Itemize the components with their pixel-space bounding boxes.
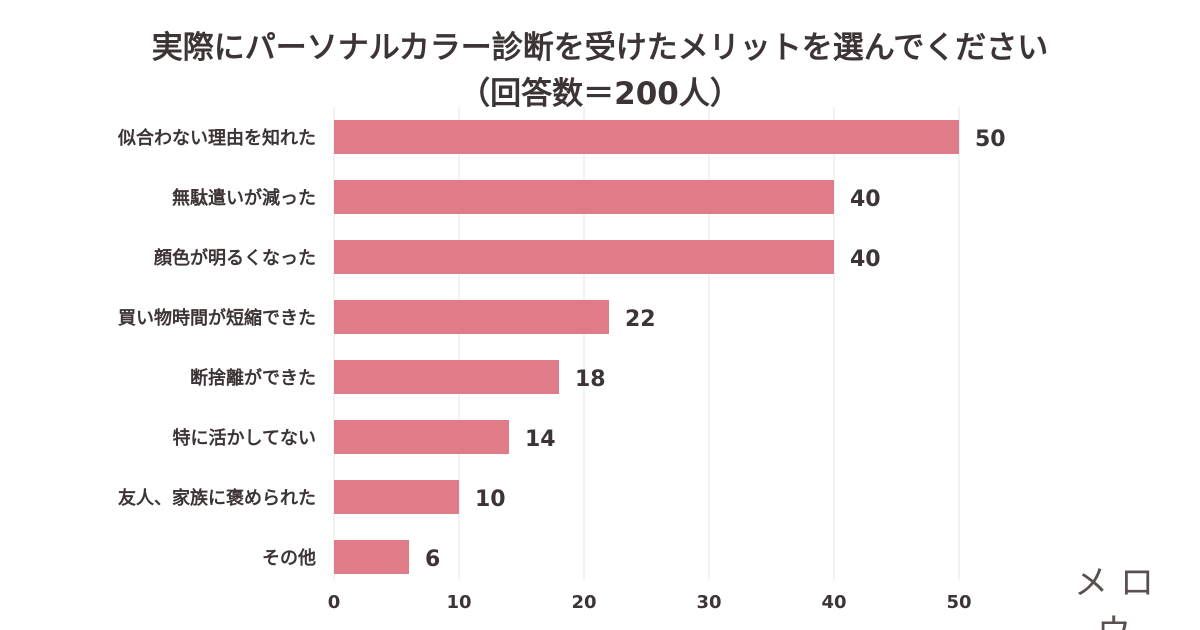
category-label: 顔色が明るくなった [153,247,316,269]
mellow-logo: メロウ mellow [1074,563,1166,630]
x-tick-label: 10 [446,592,471,613]
category-label: 友人、家族に褒められた [118,487,316,509]
bar [334,180,834,214]
category-label: 無駄遣いが減った [172,187,316,209]
data-label: 40 [850,187,881,212]
category-label: 特に活かしてない [173,427,316,449]
data-label: 18 [575,367,606,392]
data-label: 10 [475,487,506,512]
category-label: 断捨離ができた [190,367,316,389]
chart-subtitle: （回答数＝200人） [459,76,741,112]
bar [334,240,834,274]
data-label: 40 [850,247,881,272]
data-label: 14 [525,427,556,452]
category-label: 買い物時間が短縮できた [118,307,316,329]
bar [334,120,959,154]
data-label: 22 [625,307,656,332]
x-tick-label: 20 [571,592,596,613]
x-tick-label: 30 [696,592,721,613]
bar [334,540,409,574]
x-tick-label: 40 [821,592,846,613]
bar [334,480,459,514]
data-label: 6 [425,547,440,572]
bar [334,420,509,454]
bar [334,300,609,334]
category-label: その他 [262,547,316,569]
x-tick-label: 0 [328,592,341,613]
bar [334,360,559,394]
chart-title: 実際にパーソナルカラー診断を受けたメリットを選んでください [151,30,1049,66]
x-tick-label: 50 [946,592,971,613]
data-label: 50 [975,127,1006,152]
category-label: 似合わない理由を知れた [117,127,316,149]
